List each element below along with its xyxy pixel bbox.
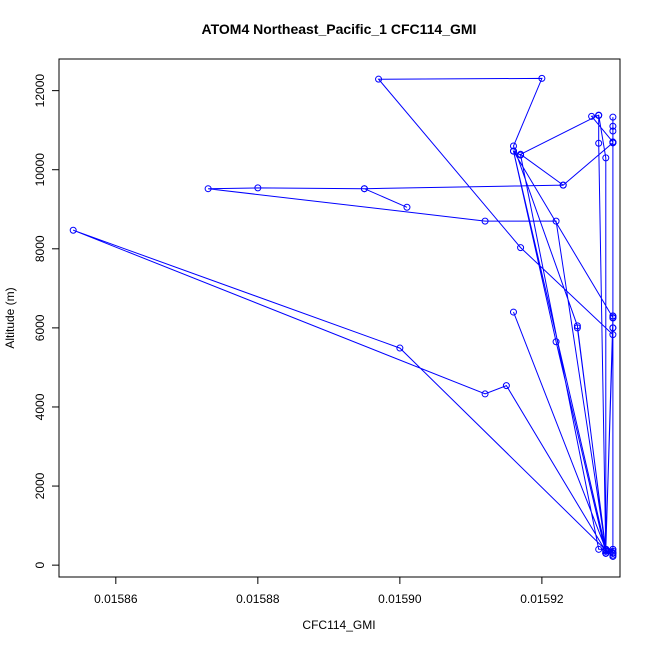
x-tick-label: 0.01588	[236, 592, 280, 606]
data-point	[552, 217, 560, 225]
data-point	[609, 312, 617, 320]
data-point	[481, 217, 489, 225]
data-point	[502, 382, 510, 390]
data-point	[609, 138, 617, 146]
data-point	[481, 390, 489, 398]
data-point	[552, 338, 560, 346]
data-point	[609, 545, 617, 553]
y-axis: 0 2000 4000 6000 8000 10000 12000	[33, 74, 59, 568]
y-tick-label: 2000	[33, 472, 47, 499]
data-point	[595, 545, 603, 553]
x-axis-label: CFC114_GMI	[302, 618, 375, 632]
data-point	[602, 545, 610, 553]
data-point	[375, 75, 383, 83]
data-point	[588, 112, 596, 120]
y-tick-label: 8000	[33, 235, 47, 262]
data-point	[69, 226, 77, 234]
data-point	[595, 139, 603, 147]
data-point	[396, 344, 404, 352]
data-point	[609, 331, 617, 339]
data-point	[509, 147, 517, 155]
data-point	[602, 549, 610, 557]
data-point	[602, 547, 610, 555]
x-tick-label: 0.01586	[94, 592, 138, 606]
y-tick-label: 12000	[33, 74, 47, 108]
data-point	[573, 324, 581, 332]
data-point	[609, 127, 617, 135]
data-point	[360, 185, 368, 193]
x-tick-label: 0.01592	[520, 592, 564, 606]
y-axis-label: Altitude (m)	[3, 287, 17, 348]
y-tick-label: 10000	[33, 153, 47, 187]
data-point	[595, 112, 603, 120]
data-point	[573, 322, 581, 330]
data-point	[403, 203, 411, 211]
data-point	[609, 547, 617, 555]
data-point	[538, 74, 546, 82]
plot-frame	[58, 58, 621, 578]
data-point	[204, 185, 212, 193]
series-line	[73, 77, 615, 557]
y-tick-label: 0	[33, 561, 47, 568]
data-point	[509, 308, 517, 316]
series-group	[69, 74, 617, 560]
data-point	[517, 151, 525, 159]
data-point	[517, 244, 525, 252]
data-point	[254, 184, 262, 192]
data-point	[609, 549, 617, 557]
y-tick-label: 6000	[33, 314, 47, 341]
x-tick-label: 0.01590	[378, 592, 422, 606]
data-point	[509, 142, 517, 150]
y-tick-label: 4000	[33, 393, 47, 420]
data-point	[609, 324, 617, 332]
data-point	[609, 113, 617, 121]
data-point	[602, 154, 610, 162]
x-axis: 0.01586 0.01588 0.01590 0.01592	[94, 577, 564, 606]
data-point	[609, 122, 617, 130]
chart-title: ATOM4 Northeast_Pacific_1 CFC114_GMI	[202, 21, 477, 37]
data-point	[559, 181, 567, 189]
